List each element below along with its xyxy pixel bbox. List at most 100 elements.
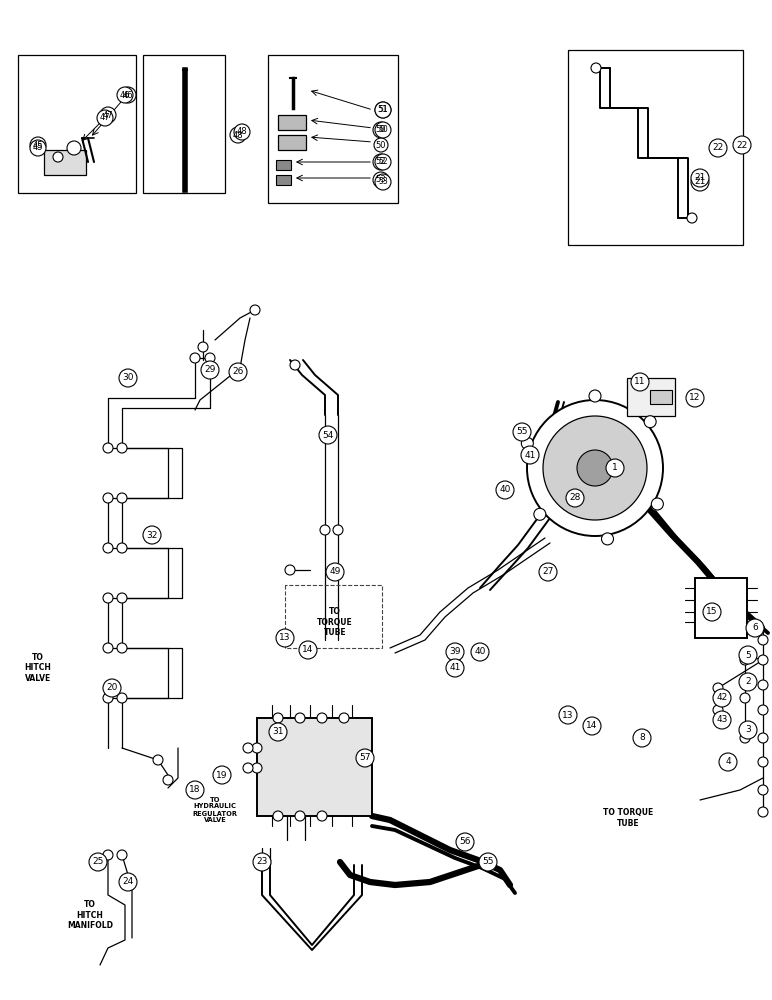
- Circle shape: [373, 172, 389, 188]
- Circle shape: [375, 122, 391, 138]
- Circle shape: [103, 493, 113, 503]
- Text: 22: 22: [736, 140, 747, 149]
- Text: 19: 19: [216, 770, 228, 780]
- Circle shape: [252, 763, 262, 773]
- Text: 14: 14: [303, 646, 313, 654]
- Bar: [257, 718, 372, 816]
- Text: 46: 46: [123, 91, 134, 100]
- Circle shape: [583, 717, 601, 735]
- Circle shape: [375, 174, 391, 190]
- Text: 42: 42: [716, 694, 728, 702]
- Text: 8: 8: [639, 734, 645, 742]
- Text: 2: 2: [745, 678, 751, 686]
- Circle shape: [273, 811, 283, 821]
- Circle shape: [606, 459, 624, 477]
- Text: 40: 40: [474, 648, 486, 656]
- Circle shape: [703, 603, 721, 621]
- Text: 28: 28: [569, 493, 581, 502]
- Text: 55: 55: [482, 857, 494, 866]
- Circle shape: [290, 360, 300, 370]
- Text: 15: 15: [706, 607, 718, 616]
- Circle shape: [201, 361, 219, 379]
- Circle shape: [686, 389, 704, 407]
- Circle shape: [534, 508, 546, 520]
- Circle shape: [691, 173, 709, 191]
- Circle shape: [119, 369, 137, 387]
- Text: 41: 41: [449, 664, 461, 672]
- Text: 50: 50: [378, 125, 388, 134]
- Circle shape: [758, 680, 768, 690]
- Circle shape: [229, 363, 247, 381]
- Text: 53: 53: [376, 176, 386, 184]
- Circle shape: [117, 87, 133, 103]
- Circle shape: [479, 853, 497, 871]
- Circle shape: [153, 755, 163, 765]
- Text: 41: 41: [524, 450, 536, 460]
- Circle shape: [373, 122, 389, 138]
- Bar: [627, 378, 675, 416]
- Circle shape: [326, 563, 344, 581]
- Circle shape: [375, 102, 391, 118]
- Circle shape: [631, 373, 649, 391]
- Text: 25: 25: [93, 857, 103, 866]
- Text: 13: 13: [562, 710, 574, 720]
- Circle shape: [190, 353, 200, 363]
- Text: 49: 49: [330, 568, 340, 576]
- Circle shape: [521, 446, 539, 464]
- Circle shape: [471, 643, 489, 661]
- Text: 46: 46: [120, 91, 130, 100]
- Bar: [278, 115, 306, 130]
- Text: 51: 51: [378, 105, 388, 114]
- Circle shape: [758, 635, 768, 645]
- Text: 45: 45: [32, 140, 43, 149]
- Text: 23: 23: [256, 857, 268, 866]
- Circle shape: [733, 136, 751, 154]
- Circle shape: [719, 753, 737, 771]
- Circle shape: [339, 713, 349, 723]
- Circle shape: [103, 850, 113, 860]
- Text: 22: 22: [713, 143, 723, 152]
- Text: 40: 40: [499, 486, 511, 494]
- Circle shape: [446, 659, 464, 677]
- Circle shape: [103, 643, 113, 653]
- Text: 47: 47: [100, 113, 110, 122]
- Circle shape: [709, 139, 727, 157]
- Text: 43: 43: [716, 716, 728, 724]
- Text: 53: 53: [378, 178, 388, 186]
- Circle shape: [117, 493, 127, 503]
- Circle shape: [117, 543, 127, 553]
- Circle shape: [103, 443, 113, 453]
- Text: 45: 45: [32, 143, 43, 152]
- Circle shape: [276, 629, 294, 647]
- Text: 50: 50: [376, 140, 386, 149]
- Circle shape: [374, 138, 388, 152]
- Circle shape: [213, 766, 231, 784]
- Circle shape: [299, 641, 317, 659]
- Text: 20: 20: [107, 684, 117, 692]
- Text: 51: 51: [378, 105, 388, 114]
- Circle shape: [117, 593, 127, 603]
- Circle shape: [758, 757, 768, 767]
- Text: 11: 11: [635, 377, 645, 386]
- Circle shape: [243, 763, 253, 773]
- Circle shape: [652, 498, 663, 510]
- Bar: [268, 55, 398, 203]
- Circle shape: [186, 781, 204, 799]
- Text: 30: 30: [122, 373, 134, 382]
- Text: 27: 27: [542, 568, 554, 576]
- Circle shape: [446, 643, 464, 661]
- Circle shape: [644, 416, 656, 428]
- Circle shape: [566, 489, 584, 507]
- Text: 14: 14: [586, 722, 598, 730]
- Text: TO
HITCH
VALVE: TO HITCH VALVE: [25, 653, 52, 683]
- Circle shape: [252, 743, 262, 753]
- Text: 55: 55: [516, 428, 528, 436]
- Bar: [650, 390, 672, 404]
- Circle shape: [591, 63, 601, 73]
- Circle shape: [456, 833, 474, 851]
- Circle shape: [30, 140, 46, 156]
- Circle shape: [317, 811, 327, 821]
- Circle shape: [713, 689, 731, 707]
- Circle shape: [67, 141, 81, 155]
- Text: 26: 26: [232, 367, 244, 376]
